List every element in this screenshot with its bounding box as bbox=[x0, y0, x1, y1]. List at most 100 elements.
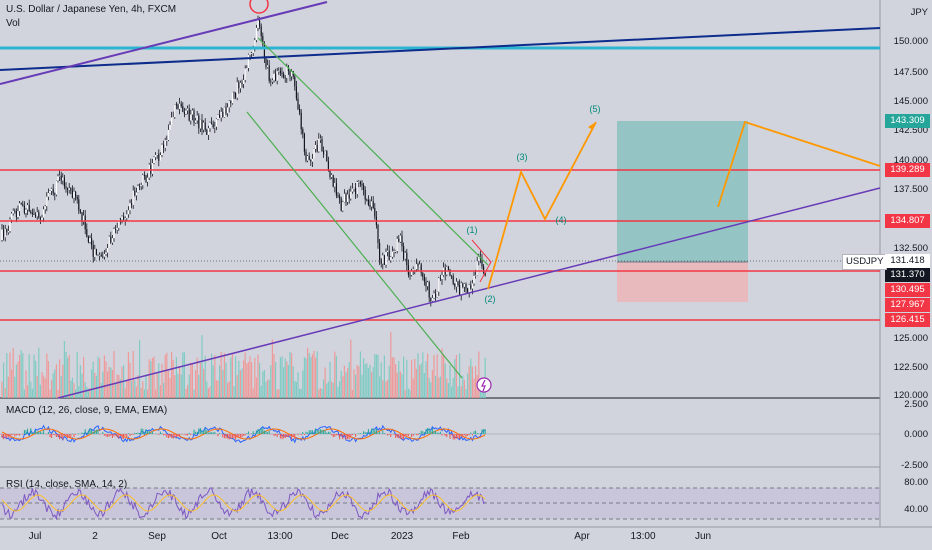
macd-hist-bar bbox=[446, 434, 448, 438]
macd-hist-bar bbox=[311, 430, 313, 434]
volume-bar bbox=[299, 388, 301, 398]
price-tick: 122.500 bbox=[893, 362, 928, 373]
macd-hist-bar bbox=[276, 434, 278, 438]
macd-hist-bar bbox=[279, 434, 281, 439]
symbol-tag: USDJPY bbox=[842, 254, 888, 270]
macd-hist-bar bbox=[334, 434, 336, 437]
orange-projection-right bbox=[717, 120, 881, 208]
candle-body bbox=[175, 104, 177, 106]
candle-body bbox=[212, 124, 214, 128]
macd-hist-bar bbox=[81, 432, 83, 434]
candle-body bbox=[307, 156, 309, 161]
wave-projection-arrow bbox=[588, 122, 596, 130]
candle-body bbox=[406, 252, 408, 266]
macd-hist-bar bbox=[159, 431, 161, 434]
candle-body bbox=[6, 229, 8, 233]
candle-body bbox=[438, 278, 440, 292]
volume-bars bbox=[1, 331, 486, 398]
volume-bar bbox=[337, 386, 339, 398]
candle-body bbox=[270, 80, 272, 82]
candle-body bbox=[182, 106, 184, 112]
macd-hist-bar bbox=[51, 434, 53, 439]
macd-hist-bar bbox=[342, 434, 344, 440]
candle-body bbox=[255, 27, 257, 41]
volume-bar bbox=[20, 350, 22, 398]
macd-hist-bar bbox=[415, 434, 417, 436]
volume-bar bbox=[231, 353, 233, 398]
candle-body bbox=[159, 155, 161, 161]
volume-bar bbox=[140, 387, 142, 398]
candle-body bbox=[20, 203, 22, 205]
candle-body bbox=[238, 82, 240, 89]
macd-hist-bar bbox=[331, 434, 333, 436]
candle-body bbox=[108, 236, 110, 248]
macd-hist-bar bbox=[452, 434, 454, 440]
volume-bar bbox=[244, 352, 246, 398]
volume-bar bbox=[119, 379, 121, 398]
macd-hist-bar bbox=[52, 434, 54, 435]
volume-bar bbox=[359, 351, 361, 398]
candle-body bbox=[263, 43, 265, 59]
volume-bar bbox=[447, 383, 449, 398]
macd-hist-bar bbox=[33, 432, 35, 434]
macd-hist-bar bbox=[468, 434, 470, 436]
volume-bar bbox=[73, 383, 75, 398]
candle-body bbox=[151, 163, 153, 174]
macd-hist-bar bbox=[257, 429, 259, 434]
candle-body bbox=[23, 205, 25, 213]
volume-bar bbox=[28, 353, 30, 398]
volume-bar bbox=[121, 366, 123, 398]
macd-hist-bar bbox=[203, 430, 205, 434]
price-tick: 145.000 bbox=[893, 96, 928, 107]
volume-bar bbox=[401, 374, 403, 398]
candle-body bbox=[371, 201, 373, 207]
volume-bar bbox=[94, 372, 96, 398]
volume-bar bbox=[364, 364, 366, 398]
volume-bar bbox=[150, 361, 152, 398]
volume-bar bbox=[462, 375, 464, 398]
candle-body bbox=[268, 65, 270, 81]
candle-body bbox=[169, 124, 171, 130]
candle-body bbox=[206, 129, 208, 135]
candle-body bbox=[203, 122, 205, 130]
volume-bar bbox=[406, 359, 408, 398]
volume-bar bbox=[422, 352, 424, 398]
candle-body bbox=[230, 100, 232, 104]
volume-bar bbox=[183, 352, 185, 398]
candle-body bbox=[215, 119, 217, 127]
candle-body bbox=[396, 238, 398, 252]
volume-bar bbox=[393, 357, 395, 398]
macd-hist-bar bbox=[358, 433, 360, 434]
candle-body bbox=[135, 192, 137, 196]
volume-bar bbox=[6, 353, 8, 398]
candle-body bbox=[428, 282, 430, 298]
candle-body bbox=[484, 272, 486, 276]
macd-hist-bar bbox=[73, 434, 75, 438]
volume-bar bbox=[113, 350, 115, 398]
candle-body bbox=[388, 250, 390, 261]
volume-bar bbox=[350, 339, 352, 398]
macd-hist-bar bbox=[427, 428, 429, 434]
volume-bar bbox=[193, 389, 195, 398]
candle-body bbox=[246, 68, 248, 69]
volume-bar bbox=[209, 386, 211, 398]
macd-hist-bar bbox=[137, 432, 139, 434]
candle-body bbox=[83, 215, 85, 222]
macd-hist-bar bbox=[449, 434, 451, 439]
macd-hist-bar bbox=[166, 434, 168, 438]
candle-body bbox=[71, 190, 73, 198]
rsi-ma-line bbox=[1, 494, 486, 512]
volume-bar bbox=[334, 351, 336, 398]
candle-body bbox=[353, 187, 355, 189]
volume-bar bbox=[49, 389, 51, 398]
macd-hist-bar bbox=[287, 434, 289, 437]
candle-body bbox=[3, 229, 5, 238]
macd-hist-bar bbox=[107, 434, 109, 437]
candle-body bbox=[228, 100, 230, 108]
macd-hist-bar bbox=[239, 434, 241, 439]
time-tick: Feb bbox=[452, 531, 470, 542]
macd-hist-bar bbox=[340, 434, 342, 437]
volume-bar bbox=[54, 369, 56, 398]
